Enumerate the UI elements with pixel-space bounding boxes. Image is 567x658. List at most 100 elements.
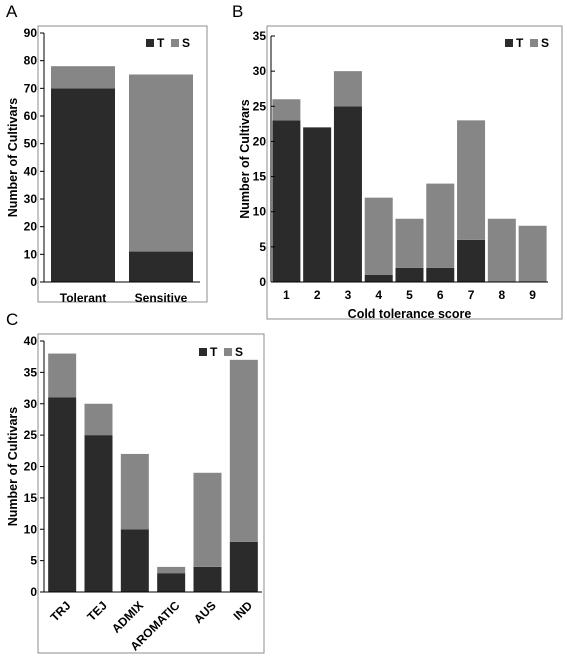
y-tick-label: 15 <box>253 170 267 184</box>
bar-s-ind <box>229 359 258 542</box>
y-tick-label: 25 <box>253 99 267 113</box>
legend-label-s: S <box>541 36 549 50</box>
y-tick-label: 30 <box>24 397 38 411</box>
y-axis-label: Number of Cultivars <box>6 98 20 218</box>
y-axis-label: Number of Cultivars <box>6 407 20 527</box>
x-tick-label: TRJ <box>48 598 74 624</box>
y-tick-label: 40 <box>24 164 38 178</box>
chart-panel-a: A Tolerant Sensitive 0 10 20 30 40 50 60 70 80 90 Num… <box>6 2 208 305</box>
panel-letter: C <box>6 310 18 329</box>
bar-s-9 <box>518 225 547 282</box>
y-tick-label: 80 <box>24 54 38 68</box>
legend-swatch-t <box>199 348 207 356</box>
x-tick-label: Sensitive <box>135 291 188 305</box>
y-tick-label: 30 <box>253 64 267 78</box>
y-tick-label: 5 <box>30 554 37 568</box>
legend-swatch-t <box>146 39 154 47</box>
legend-swatch-s <box>171 39 179 47</box>
bar-t-sensitive <box>129 251 193 282</box>
y-tick-label: 20 <box>24 460 38 474</box>
bar-s-6 <box>426 183 455 268</box>
x-tick-label: 2 <box>314 288 321 302</box>
bar-t-1 <box>272 120 301 282</box>
x-tick-label: 1 <box>283 288 290 302</box>
y-tick-label: 35 <box>24 365 38 379</box>
bar-s-3 <box>333 71 362 107</box>
bar-s-5 <box>395 218 424 268</box>
bar-s-sensitive <box>129 74 193 252</box>
bar-t-4 <box>364 274 393 282</box>
y-tick-label: 0 <box>30 585 37 599</box>
bar-t-admix <box>120 529 149 592</box>
y-tick-label: 35 <box>253 29 267 43</box>
y-tick-label: 10 <box>24 522 38 536</box>
legend-swatch-s <box>530 39 538 47</box>
y-tick-label: 25 <box>24 428 38 442</box>
bar-t-tej <box>84 435 113 592</box>
panel-frame <box>37 333 265 654</box>
y-tick-label: 0 <box>259 275 266 289</box>
bar-t-6 <box>426 267 455 282</box>
bar-s-1 <box>272 99 301 121</box>
bar-s-4 <box>364 197 393 275</box>
panel-frame <box>266 25 563 320</box>
y-tick-label: 5 <box>259 240 266 254</box>
y-tick-label: 70 <box>24 81 38 95</box>
y-tick-label: 0 <box>30 275 37 289</box>
y-tick-label: 20 <box>253 134 267 148</box>
bar-s-trj <box>48 353 77 398</box>
y-tick-label: 30 <box>24 192 38 206</box>
panel-frame <box>37 25 208 303</box>
bar-t-aromatic <box>157 573 186 592</box>
x-tick-label: AUS <box>191 598 219 626</box>
y-tick-label: 10 <box>24 247 38 261</box>
x-tick-label: 7 <box>468 288 475 302</box>
bar-s-7 <box>457 120 486 240</box>
y-tick-label: 20 <box>24 220 38 234</box>
bar-t-5 <box>395 267 424 282</box>
chart-panel-b: B 1 2 3 4 5 6 7 8 9 0 5 10 15 20 25 30 35 Number of Cultiv… <box>232 2 563 321</box>
x-tick-label: IND <box>231 598 256 623</box>
legend-swatch-t <box>505 39 513 47</box>
bar-s-aromatic <box>157 566 186 574</box>
y-tick-label: 40 <box>24 334 38 348</box>
x-tick-label: Tolerant <box>60 291 106 305</box>
legend-swatch-s <box>224 348 232 356</box>
panel-letter: B <box>232 2 243 21</box>
x-axis-label: Cold tolerance score <box>348 307 472 321</box>
y-axis-label: Number of Cultivars <box>238 99 252 219</box>
bar-t-trj <box>48 397 77 592</box>
bar-s-admix <box>120 453 149 530</box>
x-tick-label: 5 <box>406 288 413 302</box>
x-tick-label: 6 <box>437 288 444 302</box>
panel-letter: A <box>6 2 18 21</box>
x-tick-label: TEJ <box>84 598 109 623</box>
x-tick-label: 8 <box>498 288 505 302</box>
x-tick-label: 4 <box>375 288 382 302</box>
legend-label-t: T <box>210 345 218 359</box>
y-tick-label: 50 <box>24 137 38 151</box>
bar-s-8 <box>487 218 516 282</box>
legend-label-t: T <box>157 36 165 50</box>
y-tick-label: 60 <box>24 109 38 123</box>
bar-t-ind <box>229 541 258 592</box>
bar-t-2 <box>303 127 332 282</box>
y-tick-label: 90 <box>24 26 38 40</box>
legend-label-s: S <box>182 36 190 50</box>
y-tick-label: 10 <box>253 205 267 219</box>
bar-s-tej <box>84 403 113 436</box>
x-tick-label: 3 <box>345 288 352 302</box>
y-tick-label: 15 <box>24 491 38 505</box>
bar-s-aus <box>193 472 222 567</box>
legend-label-t: T <box>516 36 524 50</box>
bar-t-tolerant <box>51 88 115 282</box>
bar-t-3 <box>333 106 362 283</box>
bar-s-tolerant <box>51 66 115 89</box>
x-tick-label: 9 <box>529 288 536 302</box>
bar-t-7 <box>457 239 486 282</box>
